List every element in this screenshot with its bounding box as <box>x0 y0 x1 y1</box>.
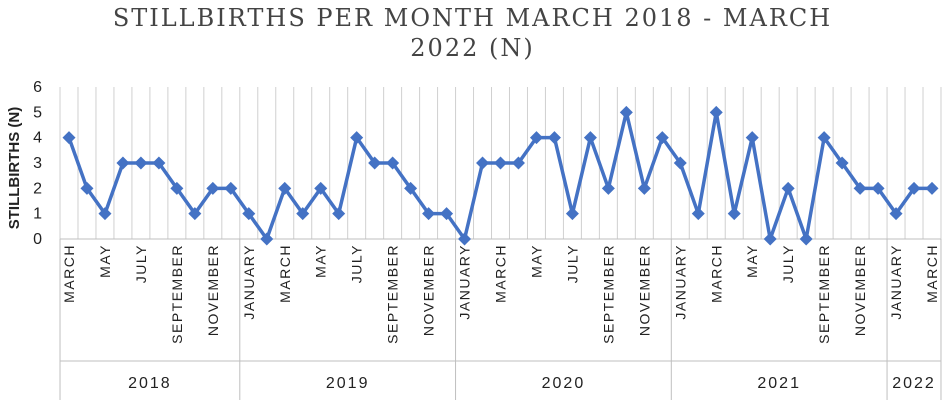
x-tick-label: NOVEMBER <box>636 244 652 336</box>
data-point-marker <box>224 181 238 195</box>
x-tick-label: JULY <box>780 244 796 283</box>
x-tick-label: JANUARY <box>888 244 904 320</box>
x-tick-label: SEPTEMBER <box>816 244 832 344</box>
x-tick-label: MARCH <box>61 244 77 303</box>
y-axis: 0 1 2 3 4 5 6 <box>33 79 42 248</box>
data-point-marker <box>529 131 543 145</box>
data-point-marker <box>62 131 76 145</box>
y-tick-label: 0 <box>33 231 42 248</box>
x-tick-label: NOVEMBER <box>421 244 437 336</box>
data-point-marker <box>206 181 220 195</box>
x-tick-label: MAY <box>744 244 760 278</box>
data-point-marker <box>260 232 274 246</box>
x-tick-label: MAY <box>313 244 329 278</box>
data-point-marker <box>709 105 723 119</box>
data-point-marker <box>673 156 687 170</box>
data-point-marker <box>637 181 651 195</box>
data-point-marker <box>691 207 705 221</box>
data-point-marker <box>494 156 507 170</box>
year-label: 2022 <box>892 375 936 392</box>
x-tick-label: JANUARY <box>672 244 688 320</box>
data-point-marker <box>655 131 669 145</box>
year-label: 2018 <box>128 375 172 392</box>
data-point-marker <box>799 232 813 246</box>
data-point-marker <box>314 181 328 195</box>
y-tick-label: 6 <box>33 79 42 96</box>
data-point-marker <box>853 181 867 195</box>
year-label: 2019 <box>326 375 370 392</box>
data-point-marker <box>152 156 166 170</box>
data-point-marker <box>404 181 418 195</box>
data-point-marker <box>763 232 777 246</box>
data-point-marker <box>458 232 472 246</box>
data-point-marker <box>440 207 454 221</box>
x-tick-label: SEPTEMBER <box>169 244 185 344</box>
x-tick-label: NOVEMBER <box>205 244 221 336</box>
x-tick-label: JULY <box>349 244 365 283</box>
data-point-marker <box>583 131 597 145</box>
data-point-marker <box>98 207 112 221</box>
x-tick-label: JANUARY <box>457 244 473 320</box>
x-tick-label: SEPTEMBER <box>385 244 401 344</box>
data-point-marker <box>278 181 292 195</box>
data-point-marker <box>188 207 202 221</box>
x-tick-label: MARCH <box>708 244 724 303</box>
data-point-marker <box>476 156 490 170</box>
chart-title-continued: 2022 (N) <box>410 34 535 62</box>
data-point-marker <box>170 181 184 195</box>
x-tick-label: MAY <box>97 244 113 278</box>
x-tick-label: JANUARY <box>241 244 257 320</box>
y-tick-label: 1 <box>33 206 42 223</box>
data-point-marker <box>601 181 615 195</box>
series-line <box>62 105 939 246</box>
data-point-marker <box>781 181 795 195</box>
data-point-marker <box>871 181 885 195</box>
data-point-marker <box>889 207 903 221</box>
data-point-marker <box>296 207 310 221</box>
data-point-marker <box>619 105 633 119</box>
x-axis: MARCH MAY JULY SEPTEMBER NOVEMBER JANUARY MARC… <box>59 238 942 400</box>
y-axis-label: STILLBIRTHS (N) <box>6 107 23 229</box>
data-point-marker <box>907 181 921 195</box>
x-tick-label: JULY <box>133 244 149 283</box>
x-tick-label: MARCH <box>924 244 940 303</box>
x-tick-label: SEPTEMBER <box>600 244 616 344</box>
year-label: 2020 <box>542 375 586 392</box>
data-point-marker <box>817 131 831 145</box>
y-tick-label: 3 <box>33 155 42 172</box>
data-point-marker <box>422 207 436 221</box>
y-tick-label: 4 <box>33 130 42 147</box>
series-polyline <box>67 110 932 241</box>
data-point-marker <box>332 207 346 221</box>
data-point-marker <box>547 131 561 145</box>
y-tick-label: 5 <box>33 104 42 121</box>
data-point-marker <box>350 131 364 145</box>
data-point-marker <box>242 207 256 221</box>
x-tick-label: NOVEMBER <box>852 244 868 336</box>
data-point-marker <box>565 207 579 221</box>
y-tick-label: 2 <box>33 180 42 197</box>
data-point-marker <box>80 181 94 195</box>
x-tick-label: MARCH <box>277 244 293 303</box>
data-point-marker <box>745 131 759 145</box>
chart-title: STILLBIRTHS PER MONTH MARCH 2018 - MARCH <box>112 4 833 32</box>
data-point-marker <box>368 156 382 170</box>
data-point-marker <box>925 181 939 195</box>
data-point-marker <box>134 156 148 170</box>
x-tick-label: MAY <box>528 244 544 278</box>
x-tick-label: MARCH <box>493 244 509 303</box>
data-point-marker <box>835 156 849 170</box>
data-point-marker <box>727 207 741 221</box>
data-point-marker <box>511 156 525 170</box>
data-point-marker <box>116 156 130 170</box>
data-point-marker <box>386 156 400 170</box>
x-tick-label: JULY <box>564 244 580 283</box>
year-label: 2021 <box>757 375 801 392</box>
